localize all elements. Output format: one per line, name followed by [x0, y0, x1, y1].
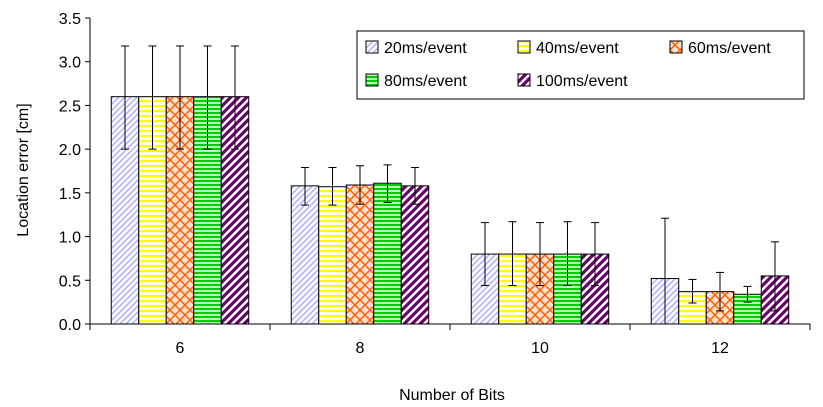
legend-label: 80ms/event — [384, 73, 467, 90]
plot-area — [110, 45, 790, 325]
legend-swatch — [365, 40, 379, 54]
error-bar — [301, 167, 309, 206]
legend-label: 100ms/event — [536, 73, 628, 90]
error-bar — [536, 222, 544, 287]
legend-label: 60ms/event — [688, 40, 771, 57]
y-axis: 0.0 0.5 1.0 1.5 2.0 2.5 3.0 3.5 — [59, 11, 91, 334]
legend-item: 40ms/event — [517, 40, 619, 57]
error-bar — [176, 45, 184, 150]
y-tick-label: 0.5 — [59, 273, 81, 290]
error-bar — [148, 45, 157, 150]
error-bar — [203, 45, 212, 150]
legend-label: 40ms/event — [536, 40, 619, 57]
bar — [318, 186, 347, 325]
error-bar — [688, 278, 697, 304]
error-bar — [771, 241, 779, 312]
x-tick-label: 10 — [531, 340, 549, 357]
error-bar — [508, 221, 517, 287]
y-tick-label: 3.0 — [59, 55, 81, 72]
legend-swatch — [517, 73, 531, 87]
x-tick-label: 6 — [176, 340, 185, 357]
legend-swatch — [517, 40, 531, 54]
legend-item: 60ms/event — [669, 40, 771, 57]
bar — [290, 185, 320, 325]
error-bar — [743, 285, 752, 303]
error-bar — [481, 222, 489, 287]
y-axis-label: Location error [cm] — [15, 103, 32, 236]
y-tick-label: 2.0 — [59, 142, 81, 159]
bar — [400, 185, 430, 325]
y-tick-label: 1.0 — [59, 230, 81, 247]
error-bar — [121, 45, 129, 150]
legend: 20ms/event 40ms/event 60ms/event 80ms/event… — [356, 30, 805, 100]
error-bar — [716, 271, 724, 312]
x-axis-label: Number of Bits — [399, 387, 505, 404]
y-tick-label: 2.5 — [59, 98, 81, 115]
legend-item: 20ms/event — [365, 40, 467, 57]
y-tick-label: 3.5 — [59, 11, 81, 28]
error-bar — [328, 167, 337, 206]
y-tick-label: 1.5 — [59, 186, 81, 203]
x-axis: 6 8 10 12 — [89, 323, 811, 357]
error-bar — [356, 165, 364, 205]
bar — [345, 184, 375, 325]
x-tick-label: 12 — [711, 340, 729, 357]
legend-swatch — [365, 73, 379, 87]
y-tick-label: 0.0 — [59, 317, 81, 334]
error-bar — [383, 164, 392, 203]
legend-label: 20ms/event — [384, 40, 467, 57]
bar — [373, 182, 402, 325]
error-bar — [231, 45, 239, 150]
legend-item: 100ms/event — [517, 73, 628, 90]
legend-item: 80ms/event — [365, 73, 467, 90]
legend-swatch — [669, 40, 683, 54]
legend-box — [356, 30, 805, 100]
x-tick-label: 8 — [356, 340, 365, 357]
error-bar — [591, 222, 599, 287]
error-bar — [563, 221, 572, 287]
error-bar — [411, 167, 419, 205]
bar — [220, 96, 250, 325]
